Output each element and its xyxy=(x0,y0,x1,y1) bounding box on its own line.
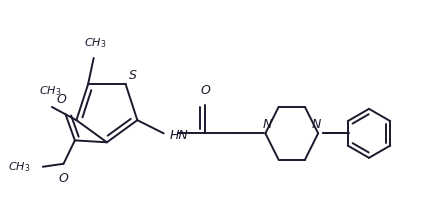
Text: O: O xyxy=(58,172,68,185)
Text: CH$_3$: CH$_3$ xyxy=(8,160,31,174)
Text: O: O xyxy=(57,93,67,106)
Text: N: N xyxy=(262,118,272,131)
Text: CH$_3$: CH$_3$ xyxy=(39,84,61,98)
Text: HN: HN xyxy=(170,129,189,142)
Text: N: N xyxy=(312,118,321,131)
Text: CH$_3$: CH$_3$ xyxy=(84,36,107,50)
Text: O: O xyxy=(200,84,210,97)
Text: S: S xyxy=(129,69,136,82)
